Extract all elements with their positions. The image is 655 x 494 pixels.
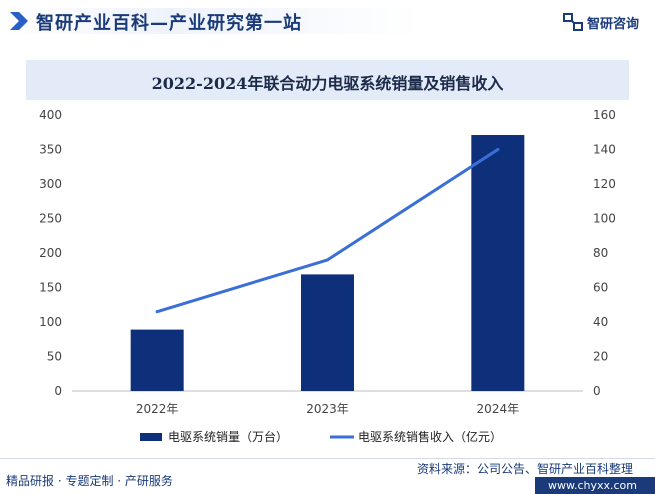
bar [130, 329, 184, 391]
line-point [496, 148, 500, 151]
legend-label-bar: 电驱系统销量（万台） [168, 429, 288, 444]
footer-tagline: 精品研报 · 专题定制 · 产研服务 [6, 474, 173, 488]
bar [471, 135, 525, 391]
brand-arrow-icon [10, 12, 28, 30]
y-left-tick-label: 50 [47, 350, 62, 364]
bar [301, 274, 354, 391]
y-right-tick-label: 120 [593, 177, 616, 191]
header: 智研产业百科—产业研究第一站 智研咨询 [0, 0, 655, 44]
y-right-tick-label: 20 [593, 350, 608, 364]
y-right-tick-label: 0 [593, 384, 601, 398]
y-right-tick-label: 140 [593, 143, 616, 157]
logo: 智研咨询 [562, 12, 639, 32]
logo-text: 智研咨询 [586, 16, 639, 32]
line-point [155, 310, 159, 314]
x-tick-label: 2024年 [477, 402, 520, 416]
y-right-tick-label: 160 [593, 108, 616, 122]
chart-title: 2022-2024年联合动力电驱系统销量及销售收入 [151, 74, 504, 93]
y-left-tick-label: 400 [39, 108, 62, 122]
line-point [326, 258, 329, 262]
footer-source: 资料来源：公司公告、智研产业百科整理 [416, 462, 633, 476]
logo-icon [562, 13, 583, 31]
x-tick-label: 2022年 [136, 402, 179, 416]
y-left-tick-label: 350 [39, 143, 62, 157]
x-tick-label: 2023年 [306, 402, 349, 416]
y-left-tick-label: 250 [39, 212, 62, 226]
y-right-tick-label: 40 [593, 315, 608, 329]
header-band [0, 8, 420, 34]
y-left-tick-label: 200 [39, 246, 62, 260]
title-band: 2022-2024年联合动力电驱系统销量及销售收入 [26, 60, 629, 100]
legend-swatch-bar [140, 433, 162, 441]
y-left-tick-label: 100 [39, 315, 62, 329]
y-left-tick-label: 0 [54, 384, 62, 398]
y-right-tick-label: 80 [593, 246, 608, 260]
footer-url-band [535, 477, 655, 494]
brand-title: 智研产业百科—产业研究第一站 [36, 13, 302, 34]
chart: 0 50 100 150 200 250 300 350 400 0 20 40 60 80 100 120 1… [39, 108, 616, 444]
y-left-tick-label: 150 [39, 281, 62, 295]
y-right-tick-label: 100 [593, 212, 616, 226]
y-left-tick-label: 300 [39, 177, 62, 191]
y-right-tick-label: 60 [593, 281, 608, 295]
footer-url: www.chyxx.com [547, 479, 637, 492]
legend-label-line: 电驱系统销售收入（亿元） [358, 429, 502, 444]
footer-divider [0, 458, 655, 459]
